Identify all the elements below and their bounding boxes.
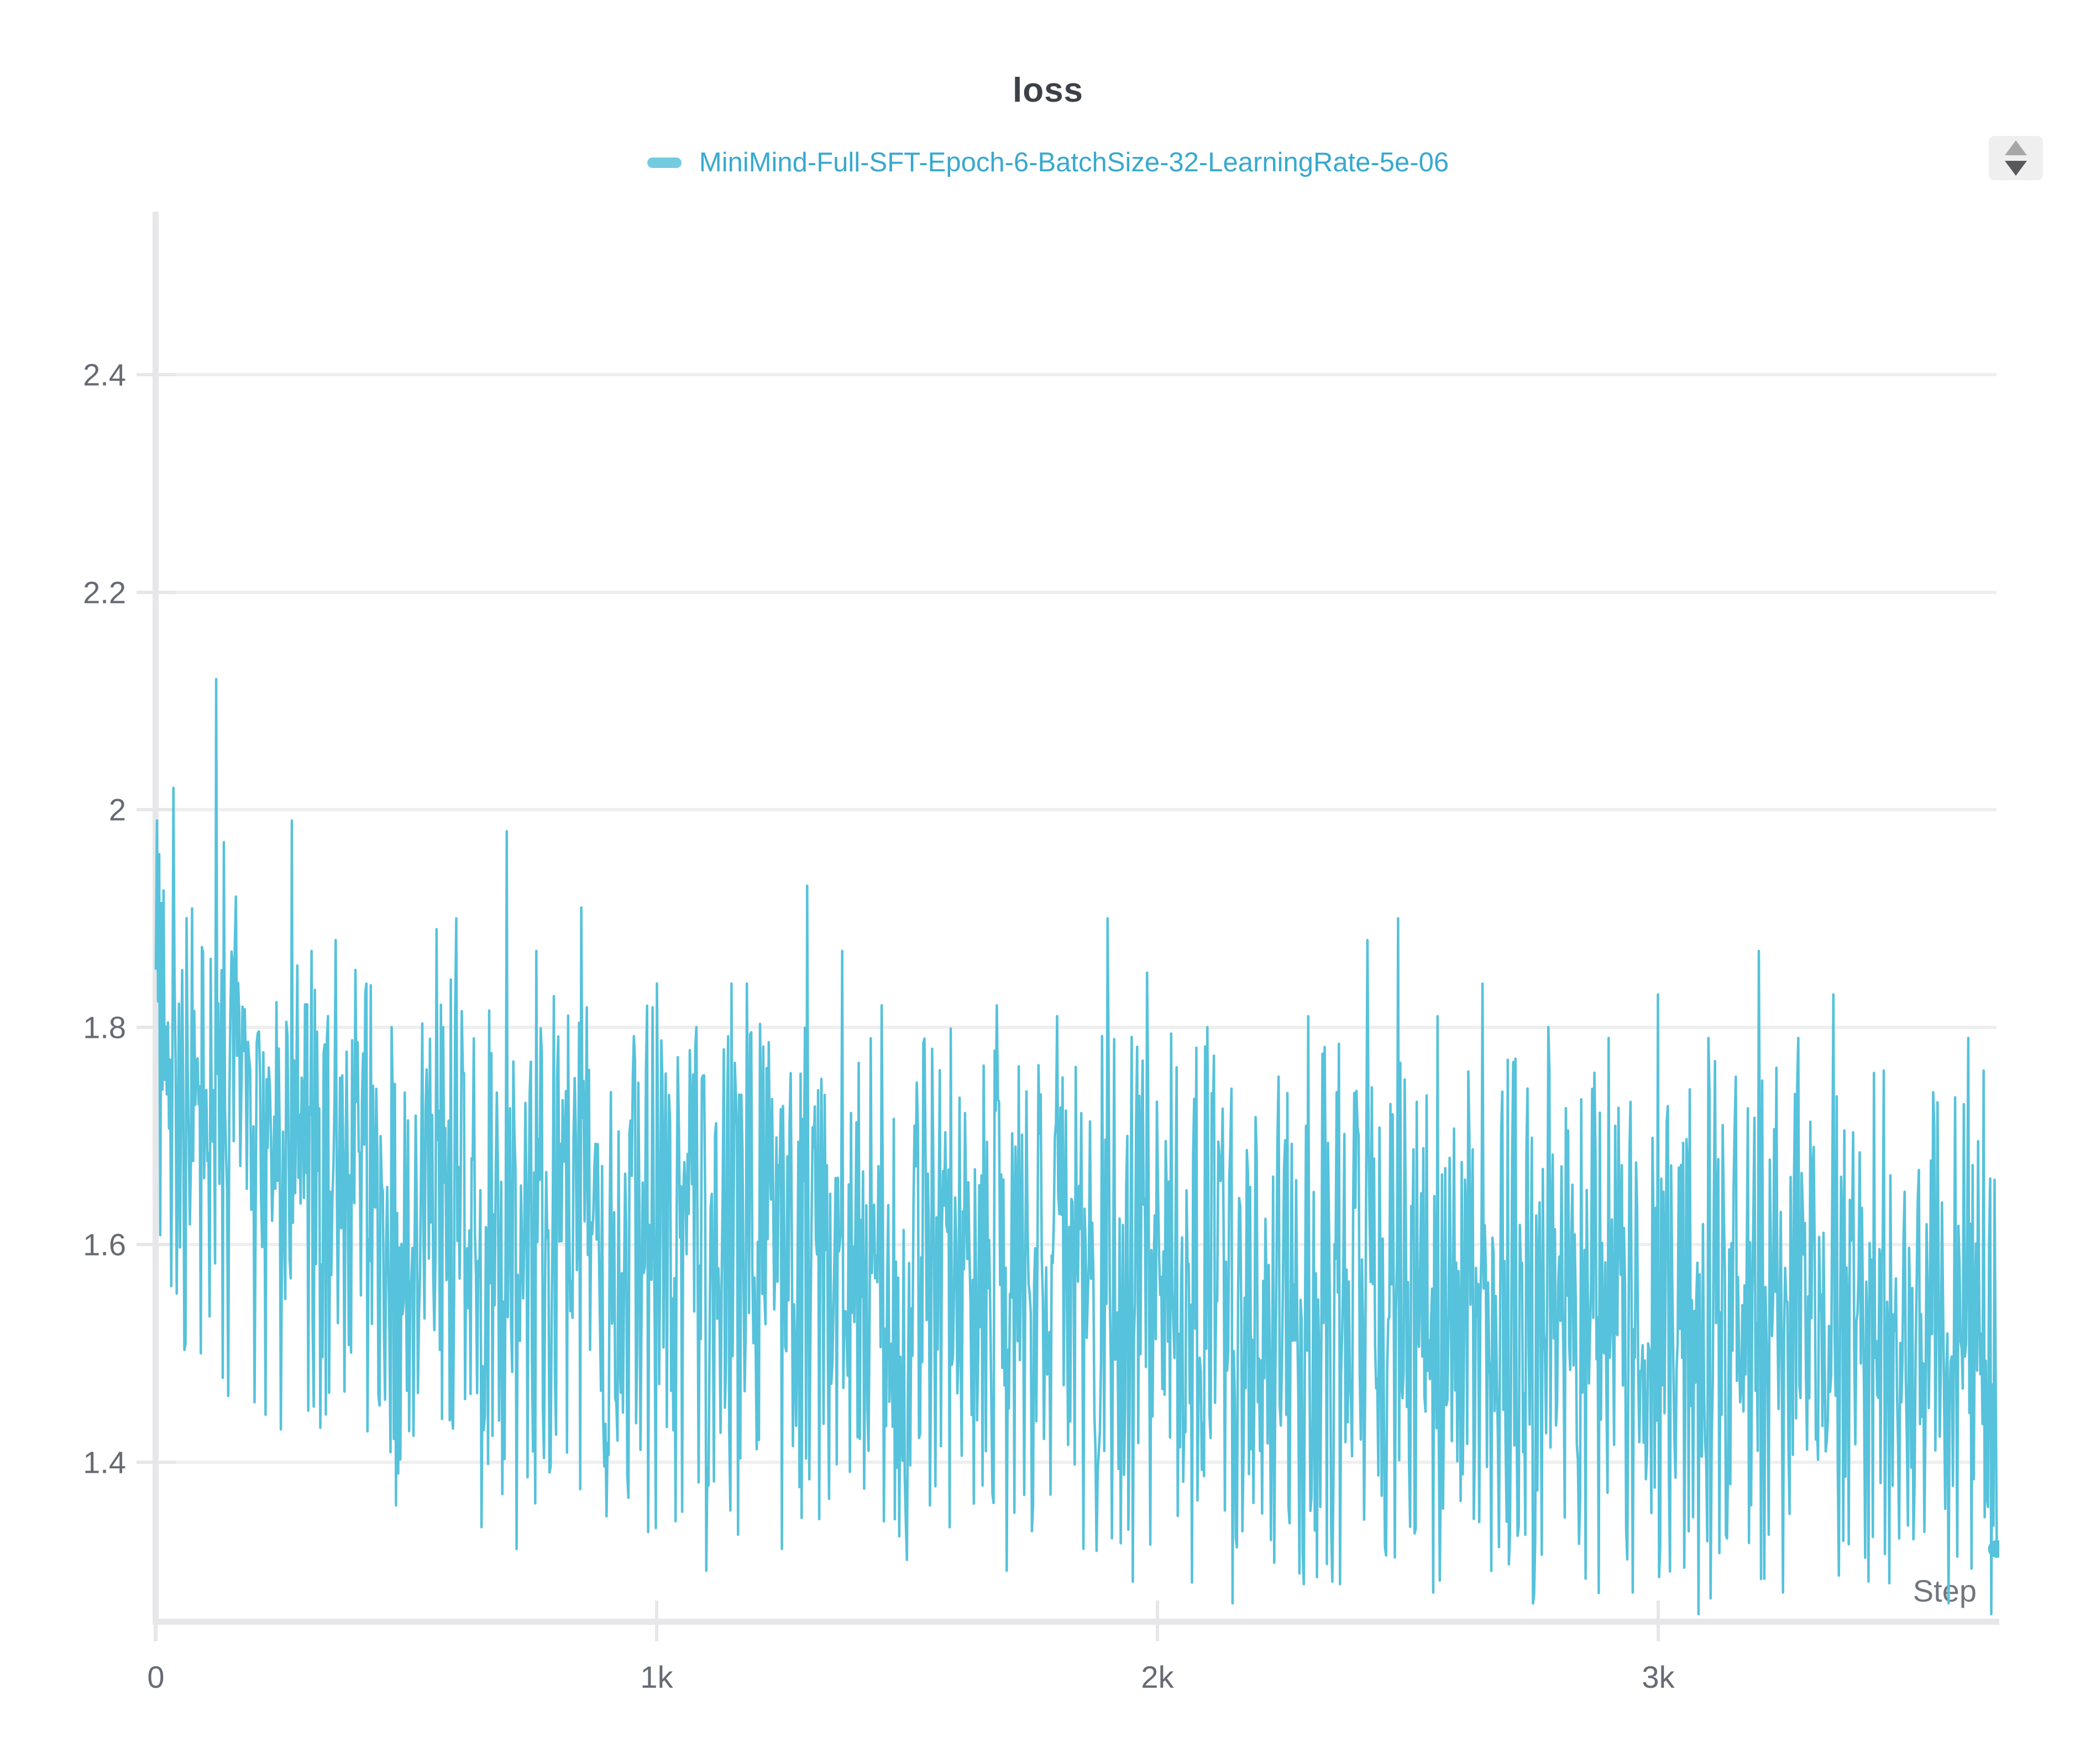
sort-down-icon <box>2005 161 2027 176</box>
y-tick-label-1.6: 1.6 <box>83 1227 126 1262</box>
legend-item-run[interactable]: MiniMind-Full-SFT-Epoch-6-BatchSize-32-L… <box>647 147 1449 178</box>
x-tick-label-2k: 2k <box>1141 1660 1174 1694</box>
loss-series-path <box>154 678 1998 1616</box>
legend-run-label: MiniMind-Full-SFT-Epoch-6-BatchSize-32-L… <box>699 148 1449 177</box>
y-tick-label-2.2: 2.2 <box>83 575 126 610</box>
y-tick-label-2: 2 <box>108 792 126 827</box>
x-tick-0 <box>154 1625 158 1641</box>
y-tick-label-1.4: 1.4 <box>83 1445 126 1479</box>
y-gridline-1.8 <box>176 1025 1997 1029</box>
legend: MiniMind-Full-SFT-Epoch-6-BatchSize-32-L… <box>0 139 2096 186</box>
x-tick-3k <box>1657 1600 1660 1641</box>
legend-dash-icon <box>647 157 682 168</box>
y-tick-label-2.4: 2.4 <box>83 357 126 392</box>
chart-title: loss <box>1012 71 1084 109</box>
last-point-marker <box>1988 1540 1999 1558</box>
x-tick-label-1k: 1k <box>640 1660 673 1694</box>
sort-button[interactable] <box>1989 136 2043 180</box>
sort-up-icon <box>2005 140 2027 155</box>
x-tick-1k <box>655 1600 658 1641</box>
y-gridline-1.4 <box>176 1460 1997 1464</box>
loss-series-line[interactable] <box>153 212 1999 1621</box>
x-tick-2k <box>1156 1600 1159 1641</box>
y-gridline-2 <box>176 808 1997 811</box>
y-gridline-2.4 <box>176 373 1997 376</box>
y-tick-label-1.8: 1.8 <box>83 1010 126 1044</box>
x-tick-label-3k: 3k <box>1642 1660 1675 1694</box>
x-tick-label-0: 0 <box>147 1660 165 1694</box>
x-axis-title: Step <box>1912 1573 1977 1608</box>
y-gridline-2.2 <box>176 590 1997 594</box>
x-axis-line <box>153 1619 1999 1625</box>
